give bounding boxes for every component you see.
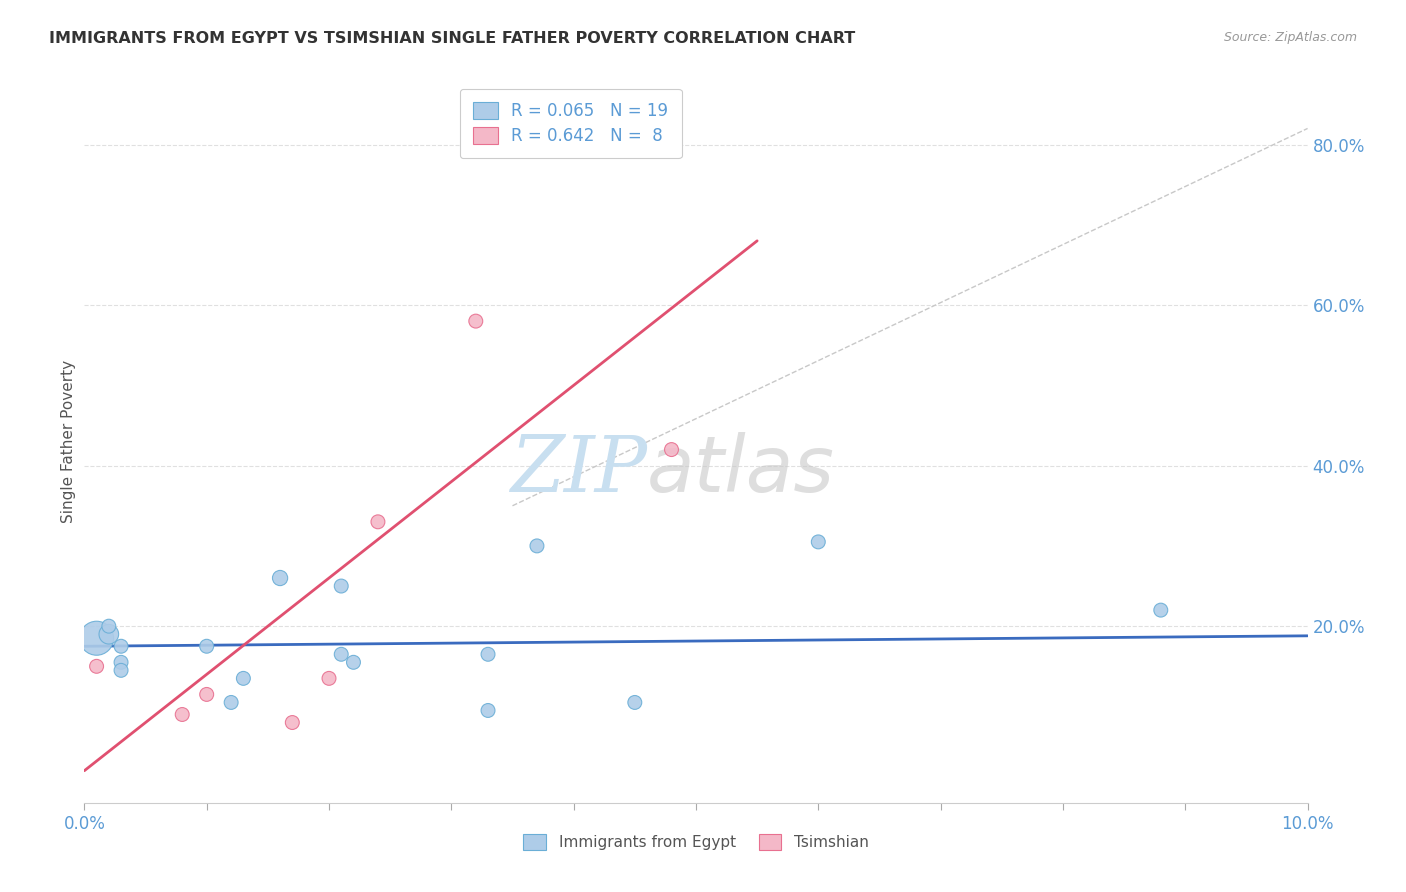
Point — [624, 696, 647, 710]
Point — [97, 619, 120, 633]
Point — [477, 648, 499, 662]
Point — [97, 627, 120, 641]
Text: Source: ZipAtlas.com: Source: ZipAtlas.com — [1223, 31, 1357, 45]
Point — [269, 571, 291, 585]
Point — [110, 655, 132, 669]
Point — [526, 539, 548, 553]
Point — [232, 671, 254, 685]
Point — [477, 703, 499, 717]
Point — [172, 707, 194, 722]
Point — [281, 715, 304, 730]
Point — [342, 655, 364, 669]
Point — [661, 442, 683, 457]
Text: atlas: atlas — [647, 433, 835, 508]
Legend: Immigrants from Egypt, Tsimshian: Immigrants from Egypt, Tsimshian — [517, 829, 875, 856]
Point — [807, 534, 830, 549]
Point — [219, 696, 242, 710]
Point — [195, 687, 218, 701]
Point — [86, 659, 108, 673]
Point — [464, 314, 486, 328]
Point — [195, 639, 218, 653]
Point — [86, 632, 108, 646]
Point — [110, 664, 132, 678]
Point — [330, 579, 353, 593]
Text: IMMIGRANTS FROM EGYPT VS TSIMSHIAN SINGLE FATHER POVERTY CORRELATION CHART: IMMIGRANTS FROM EGYPT VS TSIMSHIAN SINGL… — [49, 31, 855, 46]
Point — [110, 639, 132, 653]
Point — [367, 515, 389, 529]
Y-axis label: Single Father Poverty: Single Father Poverty — [60, 360, 76, 523]
Point — [330, 648, 353, 662]
Point — [1150, 603, 1173, 617]
Point — [318, 671, 340, 685]
Text: ZIP: ZIP — [510, 433, 647, 508]
